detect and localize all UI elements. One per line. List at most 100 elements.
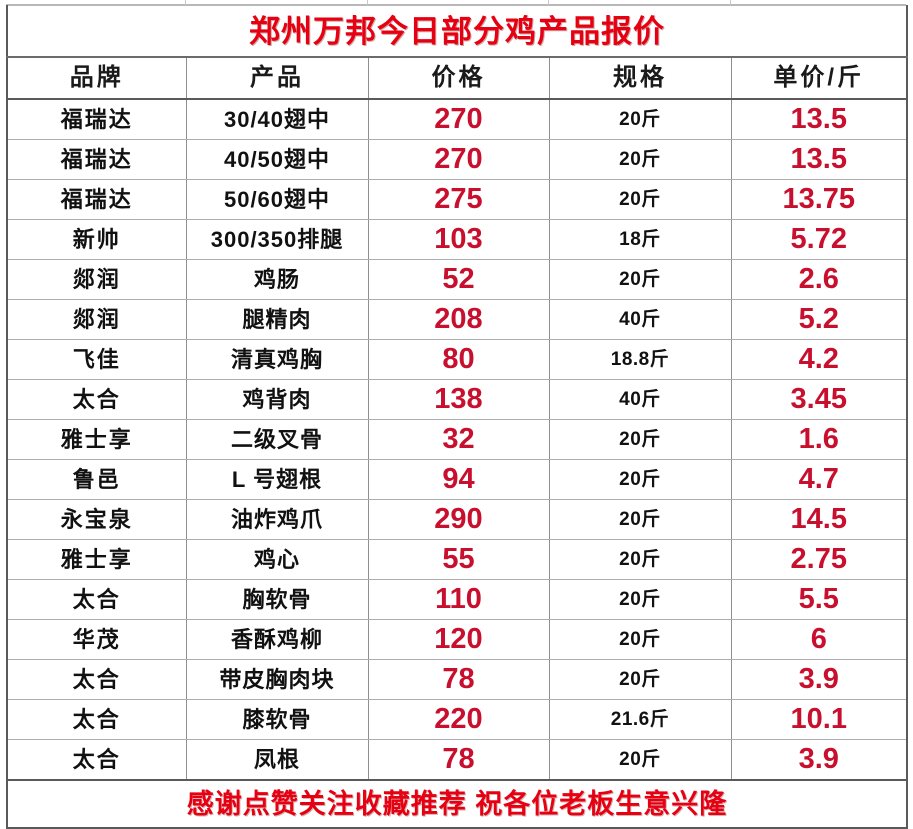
cell-brand-cell: 太合 [6,699,187,740]
column-header-product: 产品 [185,56,369,100]
table-row: 永宝泉 油炸鸡爪 290 20斤 14.5 [6,499,909,540]
cell-brand-cell: 雅士享 [6,419,187,460]
cell-brand-cell: 永宝泉 [6,499,187,540]
column-header-brand: 品牌 [6,56,187,100]
cell-brand: 郯润 [72,306,121,332]
table-header-row: 品牌 产品 价格 规格 单价/斤 [6,56,909,100]
cell-product: 腿精肉 [242,306,312,332]
cell-spec-cell: 20斤 [548,499,732,540]
cell-price-cell: 138 [367,379,550,420]
sliver-gridline-3 [548,0,549,5]
cell-product: 鸡心 [253,546,300,572]
cell-price: 110 [435,583,482,615]
sliver-gridline-1 [185,0,186,5]
cell-spec: 20斤 [619,429,661,450]
column-header-unit-price-label: 单价/斤 [773,64,865,91]
cell-unit-price: 2.75 [790,543,847,575]
cell-price: 94 [442,463,475,495]
table-row: 福瑞达 30/40翅中 270 20斤 13.5 [6,98,909,140]
cell-price-cell: 110 [367,579,550,620]
cell-price-cell: 208 [367,299,550,340]
cell-price: 270 [434,103,483,135]
cell-price-cell: 78 [367,739,550,781]
cell-unit-price-cell: 5.2 [730,299,909,340]
cell-spec-cell: 20斤 [548,419,732,460]
sliver-gridline-2 [367,0,368,5]
table-row: 太合 膝软骨 220 21.6斤 10.1 [6,699,909,740]
cell-price-cell: 55 [367,539,550,580]
cell-price-cell: 94 [367,459,550,500]
column-header-price-label: 价格 [431,64,486,91]
cell-unit-price-cell: 3.45 [730,379,909,420]
cell-spec: 20斤 [619,669,661,690]
cell-product: 凤根 [253,746,300,772]
cell-unit-price-cell: 3.9 [730,739,909,781]
cell-product-cell: 胸软骨 [185,579,369,620]
cell-unit-price: 5.5 [798,583,839,615]
cell-price: 120 [434,623,483,655]
cell-product: 30/40翅中 [223,106,331,132]
cell-unit-price: 2.6 [798,263,839,295]
table-row: 雅士享 鸡心 55 20斤 2.75 [6,539,909,580]
cell-price: 80 [442,343,475,375]
cell-product-cell: 30/40翅中 [185,98,369,140]
cell-unit-price-cell: 2.6 [730,259,909,300]
cell-unit-price: 3.45 [790,383,847,415]
cell-product-cell: 鸡肠 [185,259,369,300]
cell-spec-cell: 40斤 [548,379,732,420]
cell-brand-cell: 雅士享 [6,539,187,580]
cell-spec: 20斤 [619,589,661,610]
cell-price: 78 [442,743,475,775]
cell-unit-price-cell: 4.7 [730,459,909,500]
cell-spec-cell: 21.6斤 [548,699,732,740]
cell-brand-cell: 福瑞达 [6,179,187,220]
cell-price-cell: 78 [367,659,550,700]
cell-spec: 21.6斤 [610,709,670,730]
cell-unit-price: 5.2 [798,303,839,335]
cell-price: 270 [434,143,483,175]
cell-product-cell: 膝软骨 [185,699,369,740]
cell-spec-cell: 18斤 [548,219,732,260]
cell-price: 55 [442,543,475,575]
footer-cell: 感谢点赞关注收藏推荐 祝各位老板生意兴隆 [5,779,909,829]
cell-brand: 永宝泉 [60,506,133,532]
cell-brand: 太合 [72,386,121,412]
cell-brand: 雅士享 [60,546,133,572]
cell-unit-price-cell: 14.5 [730,499,909,540]
cell-product-cell: 香酥鸡柳 [185,619,369,660]
cell-unit-price: 6 [810,623,827,655]
cell-brand-cell: 鲁邑 [6,459,187,500]
cell-price-cell: 220 [367,699,550,740]
cell-spec-cell: 20斤 [548,179,732,220]
cell-price: 220 [434,703,483,735]
cell-spec: 20斤 [619,629,661,650]
cell-product: L 号翅根 [231,466,323,492]
cell-spec-cell: 20斤 [548,579,732,620]
cell-spec-cell: 20斤 [548,459,732,500]
cell-spec-cell: 20斤 [548,139,732,180]
cell-spec: 20斤 [619,149,661,170]
cell-unit-price-cell: 2.75 [730,539,909,580]
cell-unit-price-cell: 5.5 [730,579,909,620]
cell-spec-cell: 20斤 [548,98,732,140]
cell-spec: 18.8斤 [610,349,670,370]
cell-brand: 福瑞达 [60,146,133,172]
cell-price-cell: 120 [367,619,550,660]
cell-unit-price-cell: 5.72 [730,219,909,260]
cell-product: 50/60翅中 [223,186,331,212]
cell-product: 鸡背肉 [242,386,312,412]
cell-unit-price: 4.2 [798,343,839,375]
cell-spec: 20斤 [619,549,661,570]
cell-spec: 40斤 [619,389,661,410]
cell-price: 290 [434,503,483,535]
cell-spec: 20斤 [619,509,661,530]
column-header-price: 价格 [367,56,550,100]
cell-price-cell: 290 [367,499,550,540]
table-row: 郯润 腿精肉 208 40斤 5.2 [6,299,909,340]
cell-product-cell: 300/350排腿 [185,219,369,260]
cell-product-cell: 40/50翅中 [185,139,369,180]
column-header-product-label: 产品 [250,64,304,91]
cell-product: 膝软骨 [242,706,312,732]
cell-spec: 40斤 [619,309,661,330]
cell-brand-cell: 福瑞达 [6,139,187,180]
